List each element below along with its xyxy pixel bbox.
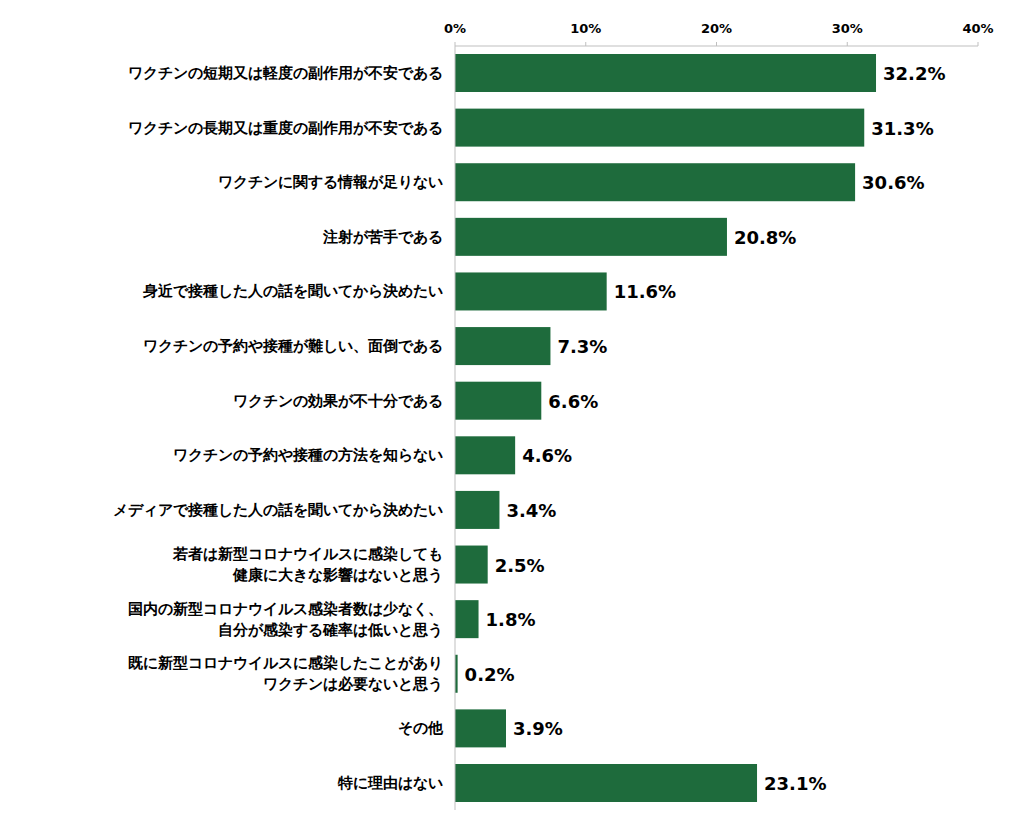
labels: 32.2% 31.3% 30.6% 20.8% 11.6% 7.3% 6.6% 4.6% 3.4… bbox=[113, 63, 945, 794]
x-tick-label: 40% bbox=[962, 21, 993, 36]
y-axis-line bbox=[455, 46, 456, 810]
data-label: 7.3% bbox=[557, 336, 607, 357]
x-tick-label: 10% bbox=[570, 21, 601, 36]
x-axis: 0% 10% 20% 30% 40% bbox=[444, 21, 994, 46]
data-label: 31.3% bbox=[871, 118, 933, 139]
data-label: 3.4% bbox=[506, 500, 556, 521]
data-label: 20.8% bbox=[734, 227, 796, 248]
data-label: 1.8% bbox=[486, 609, 536, 630]
category-label: 既に新型コロナウイルスに感染したことがありワクチンは必要ないと思う bbox=[128, 654, 443, 693]
x-tick-label: 0% bbox=[444, 21, 466, 36]
x-tick-label: 20% bbox=[701, 21, 732, 36]
category-label: ワクチンの予約や接種の方法を知らない bbox=[173, 446, 443, 464]
category-label: 注射が苦手である bbox=[322, 228, 443, 246]
category-label: ワクチンに関する情報が足りない bbox=[218, 173, 443, 191]
category-label: ワクチンの短期又は軽度の副作用が不安である bbox=[128, 64, 443, 82]
bar bbox=[455, 546, 488, 584]
bar bbox=[455, 382, 541, 420]
bar bbox=[455, 272, 607, 310]
category-label: 特に理由はない bbox=[337, 774, 443, 792]
data-label: 32.2% bbox=[883, 63, 945, 84]
category-label: 身近で接種した人の話を聞いてから決めたい bbox=[142, 282, 443, 300]
category-label: メディアで接種した人の話を聞いてから決めたい bbox=[113, 501, 443, 519]
bar bbox=[455, 600, 479, 638]
bar bbox=[455, 327, 550, 365]
data-label: 0.2% bbox=[465, 664, 515, 685]
bars bbox=[455, 54, 876, 802]
bar bbox=[455, 218, 727, 256]
data-label: 4.6% bbox=[522, 445, 572, 466]
chart-root: 0% 10% 20% 30% 40% 32.2% 31.3% 30.6% 20.8% 11.6% 7… bbox=[0, 0, 1024, 832]
data-label: 3.9% bbox=[513, 718, 563, 739]
data-label: 23.1% bbox=[764, 773, 826, 794]
chart: 0% 10% 20% 30% 40% 32.2% 31.3% 30.6% 20.8% 11.6% 7… bbox=[0, 0, 1024, 832]
data-label: 30.6% bbox=[862, 172, 924, 193]
category-label: 若者は新型コロナウイルスに感染しても健康に大きな影響はないと思う bbox=[172, 545, 443, 584]
x-tick bbox=[716, 42, 717, 46]
bar bbox=[455, 436, 515, 474]
category-label: 国内の新型コロナウイルス感染者数は少なく、自分が感染する確率は低いと思う bbox=[128, 600, 443, 639]
bar bbox=[455, 109, 864, 147]
category-label: ワクチンの予約や接種が難しい、面倒である bbox=[143, 337, 443, 355]
x-tick bbox=[455, 42, 456, 46]
x-tick bbox=[585, 42, 586, 46]
category-label: ワクチンの効果が不十分である bbox=[233, 392, 443, 410]
category-label: その他 bbox=[398, 719, 444, 737]
bar bbox=[455, 709, 506, 747]
category-label: ワクチンの長期又は重度の副作用が不安である bbox=[128, 119, 443, 137]
bar bbox=[455, 764, 757, 802]
bar bbox=[455, 491, 499, 529]
bar bbox=[455, 54, 876, 92]
x-tick bbox=[978, 42, 979, 46]
x-axis-line bbox=[455, 46, 978, 47]
bar bbox=[455, 163, 855, 201]
x-tick-label: 30% bbox=[832, 21, 863, 36]
x-tick bbox=[847, 42, 848, 46]
data-label: 6.6% bbox=[548, 391, 598, 412]
data-label: 11.6% bbox=[614, 281, 676, 302]
data-label: 2.5% bbox=[495, 555, 545, 576]
